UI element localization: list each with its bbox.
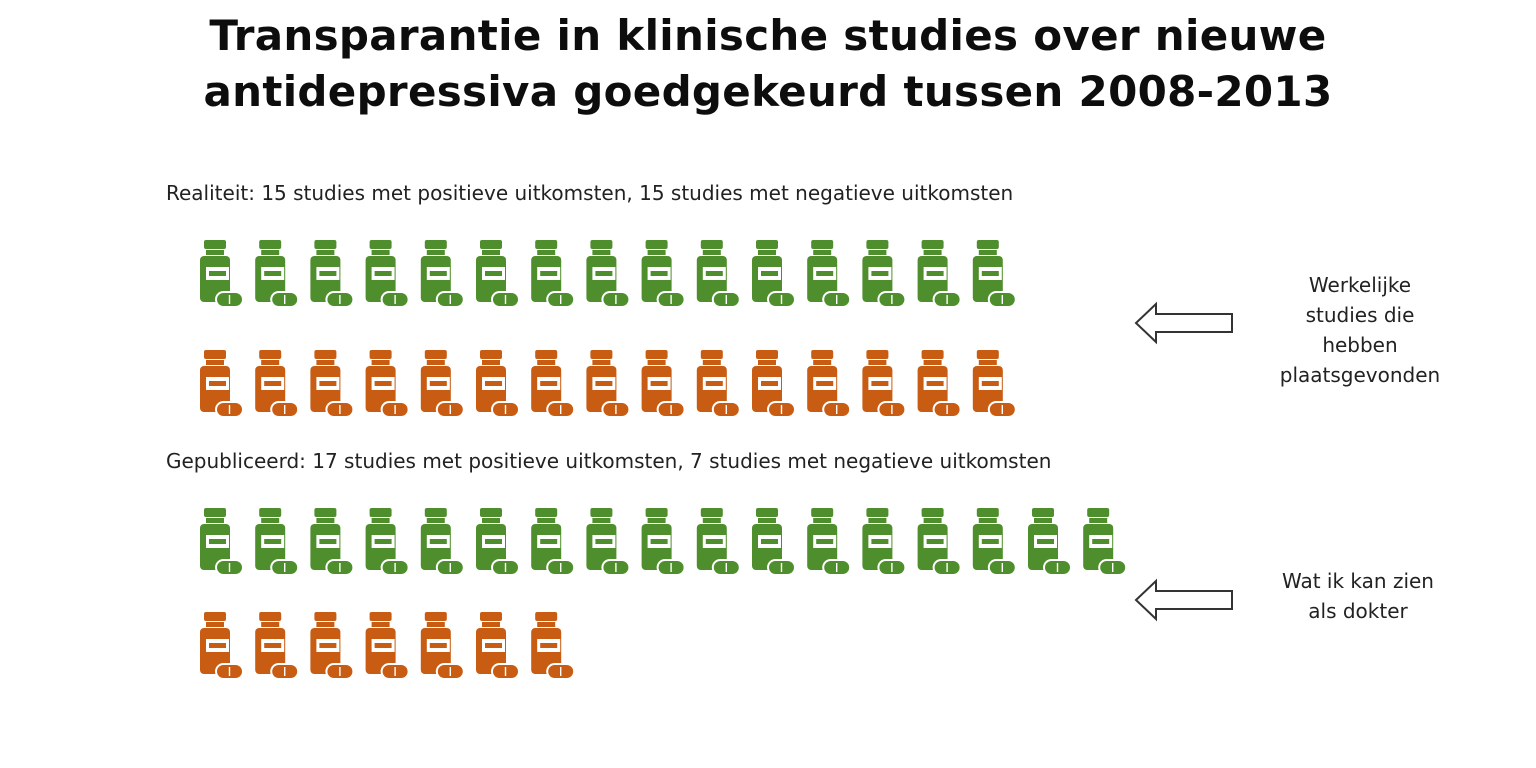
medicine-bottle-icon (1083, 508, 1128, 576)
medicine-bottle-icon (365, 240, 410, 308)
medicine-bottle-icon (200, 508, 244, 576)
medicine-bottle-icon (255, 612, 300, 680)
medicine-bottle-icon (696, 350, 741, 418)
medicine-bottle-icon (917, 350, 962, 418)
medicine-bottle-icon (696, 508, 741, 576)
medicine-bottle-icon (641, 240, 686, 308)
medicine-bottle-icon (200, 240, 244, 308)
medicine-bottle-icon (200, 612, 244, 680)
medicine-bottle-icon (365, 612, 410, 680)
medicine-bottle-icon (752, 508, 796, 576)
medicine-bottle-icon (586, 350, 631, 418)
medicine-bottle-icon (862, 350, 907, 418)
icon-layer (200, 240, 1128, 680)
medicine-bottle-icon (641, 350, 686, 418)
medicine-bottle-icon (807, 350, 852, 418)
annotation-published-line: Wat ik kan zien (1281, 569, 1434, 593)
group-label-reality: Realiteit: 15 studies met positieve uitk… (166, 181, 1014, 205)
annotation-reality-line: studies die (1305, 303, 1415, 327)
medicine-bottle-icon (420, 240, 465, 308)
medicine-bottle-icon (420, 508, 465, 576)
medicine-bottle-icon (531, 612, 576, 680)
medicine-bottle-icon (531, 240, 576, 308)
medicine-bottle-icon (476, 240, 520, 308)
medicine-bottle-icon (862, 240, 907, 308)
medicine-bottle-icon (310, 240, 355, 308)
medicine-bottle-icon (641, 508, 686, 576)
medicine-bottle-icon (807, 508, 852, 576)
annotation-reality-line: hebben (1322, 333, 1398, 357)
medicine-bottle-icon (476, 612, 520, 680)
medicine-bottle-icon (807, 240, 852, 308)
medicine-bottle-icon (310, 508, 355, 576)
medicine-bottle-icon (752, 240, 796, 308)
medicine-bottle-icon (200, 350, 244, 418)
medicine-bottle-icon (255, 350, 300, 418)
medicine-bottle-icon (420, 350, 465, 418)
arrow-left-icon (1134, 301, 1233, 345)
medicine-bottle-icon (365, 508, 410, 576)
medicine-bottle-icon (310, 350, 355, 418)
medicine-bottle-icon (310, 612, 355, 680)
medicine-bottle-icon (586, 508, 631, 576)
medicine-bottle-icon (420, 612, 465, 680)
medicine-bottle-icon (696, 240, 741, 308)
title-line-1: Transparantie in klinische studies over … (209, 11, 1327, 60)
medicine-bottle-icon (365, 350, 410, 418)
group-label-published: Gepubliceerd: 17 studies met positieve u… (166, 449, 1052, 473)
medicine-bottle-icon (586, 240, 631, 308)
annotation-published: Wat ik kan zien als dokter (1248, 566, 1468, 626)
title-line-2: antidepressiva goedgekeurd tussen 2008-2… (203, 67, 1333, 116)
annotation-reality-line: Werkelijke (1308, 273, 1412, 297)
medicine-bottle-icon (476, 350, 520, 418)
medicine-bottle-icon (752, 350, 796, 418)
arrow-layer (1134, 301, 1233, 622)
medicine-bottle-icon (531, 350, 576, 418)
medicine-bottle-icon (1028, 508, 1072, 576)
annotation-published-line: als dokter (1308, 599, 1408, 623)
annotation-reality: Werkelijke studies die hebben plaatsgevo… (1250, 270, 1470, 390)
medicine-bottle-icon (972, 240, 1017, 308)
arrow-left-icon (1134, 578, 1233, 622)
medicine-bottle-icon (862, 508, 907, 576)
medicine-bottle-icon (972, 508, 1017, 576)
medicine-bottle-icon (917, 508, 962, 576)
medicine-bottle-icon (917, 240, 962, 308)
medicine-bottle-icon (531, 508, 576, 576)
annotation-reality-line: plaatsgevonden (1279, 363, 1441, 387)
medicine-bottle-icon (255, 508, 300, 576)
medicine-bottle-icon (972, 350, 1017, 418)
chart-title: Transparantie in klinische studies over … (0, 8, 1536, 120)
medicine-bottle-icon (255, 240, 300, 308)
medicine-bottle-icon (476, 508, 520, 576)
